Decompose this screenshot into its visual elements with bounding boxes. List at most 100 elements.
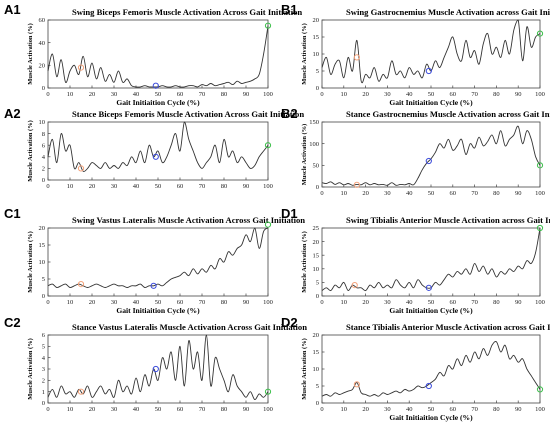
x-tick-label: 50 — [155, 299, 162, 306]
x-tick-label: 100 — [263, 299, 273, 306]
x-tick-label: 30 — [111, 299, 118, 306]
x-tick-label: 100 — [263, 91, 273, 98]
x-tick-label: 10 — [341, 190, 348, 197]
chart-panel-b2: B2 Stance Gastrocnemius Muscle Activation… — [281, 106, 550, 197]
x-tick-label: 90 — [515, 190, 522, 197]
activation-line — [47, 334, 269, 401]
y-axis-label: Muscle Activation (%) — [27, 231, 34, 292]
y-tick-label: 15 — [313, 252, 320, 259]
x-tick-label: 30 — [111, 91, 118, 98]
chart-title: Stance Biceps Femoris Muscle Activation … — [72, 109, 304, 119]
y-axis-label: Muscle Activation (%) — [301, 23, 308, 84]
x-tick-label: 0 — [320, 190, 323, 197]
activation-line — [47, 25, 269, 88]
panel-label: D2 — [281, 315, 298, 330]
x-tick-label: 20 — [362, 299, 369, 306]
y-tick-label: 8 — [42, 131, 45, 138]
chart-title: Stance Tibialis Anterior Muscle Activati… — [346, 322, 550, 332]
panel-label: A1 — [4, 2, 21, 17]
y-tick-label: 10 — [39, 259, 46, 266]
x-tick-label: 50 — [428, 406, 435, 413]
x-tick-label: 60 — [177, 91, 184, 98]
x-tick-label: 0 — [320, 91, 323, 98]
x-tick-label: 50 — [428, 190, 435, 197]
x-tick-label: 20 — [89, 91, 96, 98]
x-tick-label: 100 — [535, 91, 545, 98]
y-tick-label: 4 — [42, 154, 46, 161]
x-tick-label: 0 — [46, 183, 49, 190]
event-marker — [77, 165, 85, 172]
activation-line — [321, 227, 541, 292]
y-tick-label: 0 — [316, 184, 319, 191]
event-marker — [425, 67, 432, 75]
event-marker — [425, 382, 432, 390]
event-marker — [152, 365, 159, 373]
x-tick-label: 80 — [221, 299, 228, 306]
x-tick-label: 50 — [155, 406, 162, 413]
y-tick-label: 10 — [313, 266, 320, 273]
x-tick-label: 40 — [406, 406, 413, 413]
x-tick-label: 20 — [89, 183, 96, 190]
y-tick-label: 15 — [39, 242, 46, 249]
x-tick-label: 80 — [221, 406, 228, 413]
chart-panel-d2: D2 Stance Tibialis Anterior Muscle Activa… — [281, 315, 550, 422]
panel-label: C2 — [4, 315, 21, 330]
x-tick-label: 60 — [177, 406, 184, 413]
event-marker — [77, 281, 85, 288]
x-axis-label: Gait Initiaition Cycle (%) — [389, 306, 473, 315]
event-marker — [77, 64, 85, 71]
x-tick-label: 0 — [46, 299, 49, 306]
x-tick-label: 50 — [428, 299, 435, 306]
x-tick-label: 0 — [320, 299, 323, 306]
y-tick-label: 25 — [313, 225, 320, 232]
y-tick-label: 4 — [42, 355, 46, 362]
activation-line — [321, 341, 541, 397]
y-tick-label: 150 — [309, 119, 319, 126]
x-tick-label: 10 — [67, 183, 74, 190]
x-tick-label: 30 — [111, 406, 118, 413]
x-tick-label: 20 — [89, 406, 96, 413]
y-tick-label: 0 — [42, 85, 45, 92]
y-tick-label: 15 — [313, 349, 320, 356]
panel-label: C1 — [4, 206, 21, 221]
x-tick-label: 30 — [384, 406, 391, 413]
y-tick-label: 0 — [42, 400, 45, 407]
x-tick-label: 40 — [406, 299, 413, 306]
event-marker — [152, 82, 159, 89]
x-tick-label: 80 — [493, 406, 500, 413]
x-tick-label: 40 — [133, 299, 140, 306]
x-tick-label: 70 — [471, 299, 478, 306]
y-axis-label: Muscle Activation (%) — [301, 231, 308, 292]
x-tick-label: 30 — [384, 299, 391, 306]
chart-title: Swing Biceps Femoris Muscle Activation A… — [72, 7, 302, 17]
x-tick-label: 100 — [535, 299, 545, 306]
x-tick-label: 40 — [133, 183, 140, 190]
y-tick-label: 50 — [313, 163, 320, 170]
y-axis-label: Muscle Activation (%) — [27, 120, 34, 181]
y-tick-label: 10 — [313, 51, 320, 58]
y-tick-label: 2 — [42, 166, 45, 173]
y-tick-label: 5 — [316, 280, 319, 287]
x-tick-label: 60 — [177, 183, 184, 190]
x-tick-label: 60 — [450, 406, 457, 413]
x-tick-label: 50 — [428, 91, 435, 98]
x-tick-label: 40 — [133, 91, 140, 98]
event-marker — [77, 388, 85, 395]
chart-panel-b1: B1 Swing Gastrocnemius Muscle Activation … — [281, 2, 550, 107]
panel-label: A2 — [4, 106, 21, 121]
chart-title: Swing Gastrocnemius Muscle Activation ac… — [346, 7, 550, 17]
y-tick-label: 40 — [39, 40, 46, 47]
x-tick-label: 10 — [341, 406, 348, 413]
activation-line — [47, 121, 269, 172]
activation-line — [47, 227, 269, 288]
x-tick-label: 30 — [384, 91, 391, 98]
x-tick-label: 10 — [341, 91, 348, 98]
x-tick-label: 40 — [406, 91, 413, 98]
y-tick-label: 0 — [316, 400, 319, 407]
event-marker — [353, 54, 360, 61]
x-tick-label: 70 — [199, 299, 206, 306]
y-axis-label: Muscle Activation (%) — [301, 124, 308, 185]
event-marker — [353, 381, 360, 388]
x-axis-label: Gait Initiaition Cycle (%) — [116, 306, 200, 315]
x-axis-label: Gait Initiaition Cycle (%) — [389, 98, 473, 107]
